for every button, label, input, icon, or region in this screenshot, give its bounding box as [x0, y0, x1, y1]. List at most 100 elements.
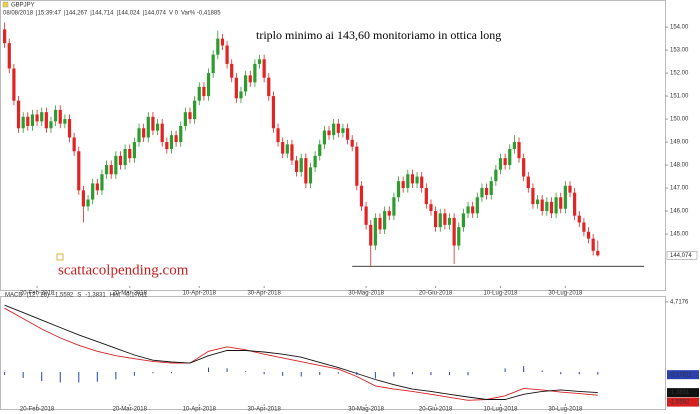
candle-body: [383, 211, 387, 230]
last-value-label: -0,17611: [669, 372, 693, 378]
candle-body: [248, 75, 252, 83]
candle-body: [341, 128, 345, 133]
candle-body: [345, 128, 350, 140]
candle-body: [188, 112, 192, 120]
candle-body: [225, 45, 229, 64]
candle-body: [72, 137, 76, 152]
candle-body: [434, 211, 438, 228]
header-field: |144,074: [143, 11, 167, 17]
candle-body: [531, 188, 535, 205]
candle-body: [420, 176, 424, 189]
y-tick-label: 151.00: [670, 94, 689, 100]
header-field: V 0: [169, 11, 179, 17]
candle-body: [415, 176, 419, 184]
candle-body: [410, 174, 415, 184]
candle-body: [7, 43, 11, 69]
y-tick-label: 147.00: [670, 186, 689, 192]
candle-body: [123, 148, 127, 166]
candle-body: [193, 100, 197, 120]
y-tick-label: 149.00: [670, 140, 689, 146]
candle-body: [577, 215, 581, 223]
candle-body: [281, 142, 285, 154]
candle-body: [100, 174, 104, 191]
macd-line: [4, 304, 598, 400]
candle-body: [169, 135, 174, 149]
candle-body: [582, 222, 586, 232]
candle-body: [197, 86, 201, 101]
candle-body: [378, 217, 382, 230]
candle-body: [549, 201, 554, 214]
candle-body: [21, 116, 25, 129]
header-field: |15:39:47: [36, 11, 62, 17]
x-tick-label: 30-Lug-2018: [548, 291, 583, 297]
candle-body: [443, 213, 447, 225]
candle-body: [239, 91, 243, 99]
header-field: |144,714: [90, 11, 114, 17]
y-tick-label: 154.00: [670, 25, 689, 31]
candle-body: [206, 73, 211, 97]
candle-body: [220, 38, 225, 46]
candle-body: [179, 125, 183, 143]
candle-body: [457, 227, 461, 246]
last-value-label: -1,5592: [669, 400, 690, 406]
candle-body: [313, 155, 317, 168]
candle-body: [466, 206, 470, 214]
candle-body: [355, 146, 359, 186]
candle-body: [294, 160, 299, 172]
candle-body: [392, 197, 396, 216]
candle-body: [26, 116, 30, 126]
candle-body: [81, 190, 86, 207]
candle-body: [322, 130, 326, 145]
candle-body: [568, 185, 572, 193]
candle-body: [216, 38, 220, 55]
x-tick-label: 30-Apr-2018: [247, 291, 281, 297]
candle-body: [318, 144, 322, 156]
symbol: GBPJPY: [11, 3, 35, 9]
candle-body: [262, 59, 266, 78]
candle-body: [155, 123, 160, 131]
x-tick-label: 30-Lug-2018: [548, 407, 583, 413]
last-price-box: [666, 251, 698, 260]
candle-body: [336, 123, 340, 133]
macd-line: [4, 307, 598, 401]
candle-body: [452, 217, 456, 246]
indicator-name: MACD: [5, 293, 23, 299]
candle-body: [44, 112, 48, 129]
candle-body: [364, 206, 368, 225]
candle-body: [276, 128, 280, 143]
x-tick-label: 10-Lug-2018: [483, 407, 518, 413]
candle-body: [12, 68, 16, 101]
candle-body: [596, 250, 600, 256]
candle-body: [563, 185, 567, 209]
candle-body: [373, 217, 377, 246]
candle-body: [406, 174, 410, 189]
header-field: |144,024: [116, 11, 140, 17]
candle-body: [165, 142, 169, 149]
legend-value: -1,3831: [85, 293, 106, 299]
candle-body: [369, 224, 373, 246]
candle-body: [257, 59, 262, 64]
candle-body: [151, 116, 155, 131]
candle-body: [498, 158, 503, 170]
candle-body: [332, 123, 336, 136]
x-tick-label: 30-Mag-2018: [348, 291, 384, 297]
candle-body: [230, 63, 234, 78]
candle-body: [54, 109, 58, 122]
candle-body: [535, 199, 540, 205]
x-tick-label: 20-Feb-2018: [20, 291, 55, 297]
candle-body: [132, 142, 136, 159]
candle-body: [308, 167, 313, 184]
macd-frame: [0, 296, 666, 410]
watermark-icon: [56, 253, 64, 261]
annotation: triplo minimo ai 143,60 monitoriamo in o…: [256, 28, 501, 42]
watermark: scattacolpending.com: [58, 262, 189, 278]
candle-body: [480, 188, 484, 198]
candle-body: [30, 114, 35, 126]
candle-body: [146, 116, 150, 138]
candle-body: [471, 206, 475, 214]
candle-body: [109, 165, 113, 175]
candle-body: [253, 63, 257, 83]
legend-name: S: [77, 293, 81, 299]
x-tick-label: 30-Apr-2018: [247, 407, 281, 413]
